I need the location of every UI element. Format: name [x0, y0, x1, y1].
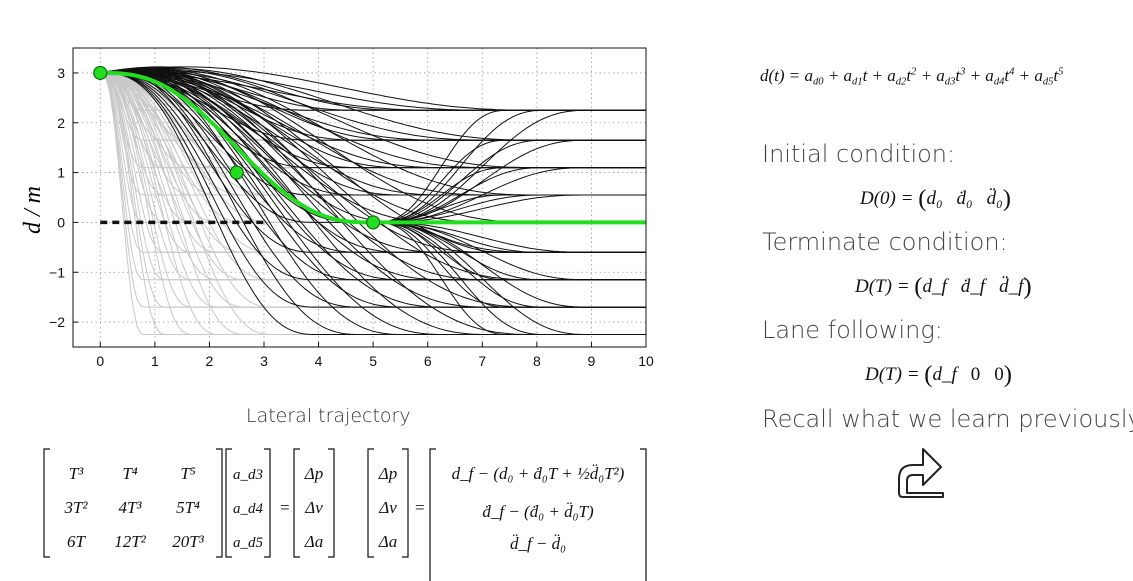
lane-item-2: 0 [994, 364, 1004, 386]
lane-following-label: Lane following: [762, 316, 943, 344]
unknown-a-d5: a_d5 [233, 535, 264, 551]
initial-eq-lhs: D(0) = [860, 188, 919, 210]
trajectory-point [229, 165, 244, 180]
unknown-a-d4: a_d4 [233, 501, 264, 517]
coeff-cell: T³ [69, 464, 84, 483]
x-tick-label: 7 [478, 353, 486, 369]
y-tick-label: −1 [49, 264, 65, 280]
lane-item-1: 0 [970, 364, 981, 386]
y-axis-label: d / m [20, 186, 46, 234]
initial-condition-label: Initial condition: [762, 140, 956, 168]
initial-item-1: ḋ₀ [956, 188, 973, 210]
recall-label: Recall what we learn previously: [762, 405, 1133, 433]
chart-ticks: 0 1 2 3 4 5 6 7 8 9 10 −2 −1 0 1 2 3 [49, 65, 654, 369]
equals-sign: = [280, 498, 290, 517]
initial-item-0: d₀ [926, 188, 943, 210]
coeff-cell: T⁴ [122, 464, 137, 483]
polynomial-equation: d(t) = ad0 + ad1t + ad2t2 + ad3t3 + ad4t… [760, 66, 1063, 88]
terminate-condition-label: Terminate condition: [762, 228, 1008, 256]
delta-p: Δp [304, 464, 323, 483]
coeff-cell: 20T³ [172, 532, 204, 551]
trajectory-point [366, 215, 381, 230]
lateral-trajectory-chart: 0 1 2 3 4 5 6 7 8 9 10 −2 −1 0 1 2 3 d / m [20, 47, 654, 369]
y-tick-label: 3 [57, 65, 65, 81]
lane-item-0: d_f [932, 364, 957, 386]
matrix-system: T³ T⁴ T⁵ 3T² 4T³ 5T⁴ 6T 12T² 20T³ a_d3 a… [43, 448, 647, 581]
delta-a: Δa [304, 532, 323, 551]
delta-v: Δv [304, 498, 323, 517]
lane-eq-lhs: D(T) = [865, 364, 925, 386]
terminate-eq-lhs: D(T) = [855, 276, 915, 298]
coeff-cell: 12T² [114, 532, 146, 551]
coeff-cell: 3T² [63, 498, 88, 517]
def-p: d_f − (d₀ + ḋ₀T + ½d̈₀T²) [452, 464, 625, 483]
delta-p-2: Δp [378, 464, 397, 483]
branch-trajectory [373, 221, 646, 335]
def-v: ḋ_f − (ḋ₀ + d̈₀T) [482, 502, 594, 521]
delta-v-2: Δv [378, 498, 397, 517]
x-tick-label: 3 [260, 353, 268, 369]
chart-axes [72, 47, 647, 348]
polynomial-rhs: ad0 + ad1t + ad2t2 + ad3t3 + ad4t4 + ad5… [804, 66, 1064, 88]
coeff-cell: T⁵ [180, 464, 195, 483]
terminate-item-2: d̈_f [999, 276, 1024, 298]
y-tick-label: 0 [57, 214, 65, 230]
branch-trajectory [373, 167, 646, 223]
chart-caption: Lateral trajectory [246, 405, 411, 427]
initial-condition-equation: D(0) = (d₀ ḋ₀ d̈₀) [860, 185, 1011, 212]
selected-trajectory [93, 65, 646, 230]
branch-trajectory [373, 139, 646, 223]
y-tick-label: −2 [49, 314, 65, 330]
terminate-item-1: ḋ_f [960, 276, 986, 298]
terminate-condition-equation: D(T) = (d_f ḋ_f d̈_f) [855, 273, 1032, 300]
lane-following-equation: D(T) = (d_f 0 0) [865, 361, 1013, 388]
terminate-item-0: d_f [922, 276, 947, 298]
equals-sign-2: = [415, 498, 425, 517]
x-tick-label: 0 [96, 353, 104, 369]
y-tick-label: 1 [57, 165, 65, 181]
coeff-cell: 4T³ [118, 498, 142, 517]
x-tick-label: 8 [533, 353, 541, 369]
unknown-a-d3: a_d3 [233, 467, 263, 483]
x-tick-label: 6 [424, 353, 432, 369]
initial-item-2: d̈₀ [986, 188, 1003, 210]
x-tick-label: 1 [151, 353, 159, 369]
return-arrow-icon[interactable] [893, 445, 953, 501]
x-tick-label: 4 [315, 353, 323, 369]
delta-a-2: Δa [378, 532, 397, 551]
def-a: d̈_f − d̈₀ [510, 534, 566, 553]
plot-frame [72, 47, 647, 348]
x-tick-label: 10 [638, 353, 654, 369]
coeff-cell: 5T⁴ [176, 498, 200, 517]
x-tick-label: 9 [588, 353, 596, 369]
branch-trajectory [373, 109, 646, 223]
x-tick-label: 2 [206, 353, 214, 369]
y-tick-label: 2 [57, 115, 65, 131]
x-tick-label: 5 [369, 353, 377, 369]
polynomial-lhs: d(t) = [760, 66, 805, 85]
branch-trajectory [373, 221, 646, 308]
trajectory-point [93, 65, 108, 81]
coeff-cell: 6T [67, 532, 87, 551]
